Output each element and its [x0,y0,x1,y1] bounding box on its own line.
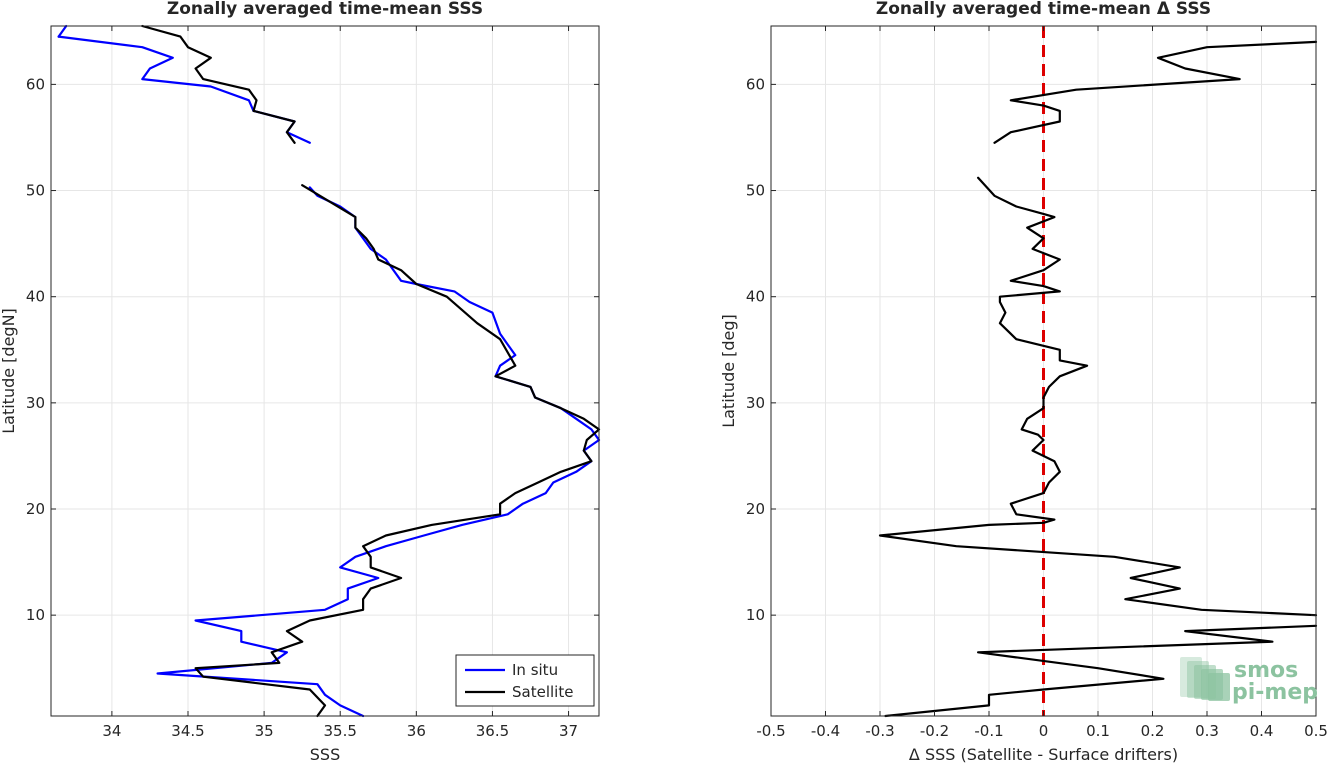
x-tick-label: 0.5 [1304,722,1328,740]
y-tick-label: 10 [746,606,765,624]
x-tick-label: 34.5 [171,722,204,740]
series-line-satellite [141,24,296,144]
x-tick-label: 36.5 [476,722,509,740]
legend-label: In situ [512,661,558,679]
right-panel-delta-sss: -0.5 -0.4 -0.3 -0.2 -0.1 0 0.1 0.2 0.3 0.4 0.5 10 20… [719,0,1328,764]
y-axis-label: Latitude [deg] [719,314,738,428]
logo-text-pi-mep: pi-mep [1232,680,1318,705]
x-axis-label: Δ SSS (Satellite - Surface drifters) [909,745,1178,764]
x-tick-label: -0.1 [974,722,1003,740]
y-axis-label: Latitude [degN] [0,308,18,434]
x-tick-label: -0.3 [865,722,894,740]
chart-title: Zonally averaged time-mean Δ SSS [876,0,1211,19]
y-tick-label: 30 [26,394,45,412]
series-line-in-situ [57,24,68,38]
legend: In situ Satellite [455,654,595,707]
x-tick-label: 35 [255,722,274,740]
y-tick-label: 40 [746,288,765,306]
x-tick-label: 36 [407,722,426,740]
series-line-delta-sss [884,624,1318,718]
x-tick-label: 0.2 [1141,722,1165,740]
logo-text-smos: smos [1234,658,1298,683]
logo-wave-block [1208,673,1230,701]
y-tick-label: 30 [746,394,765,412]
x-tick-label: 34 [102,722,121,740]
y-tick-label: 50 [746,182,765,200]
y-tick-label: 60 [746,75,765,93]
y-tick-label: 40 [26,288,45,306]
y-tick-label: 60 [26,75,45,93]
series-line-delta-sss [993,40,1318,144]
x-tick-label: -0.5 [756,722,785,740]
x-tick-label: 0.1 [1086,722,1110,740]
x-axis-label: SSS [310,745,340,764]
x-tick-label: 0 [1039,722,1049,740]
y-tick-label: 50 [26,182,45,200]
y-tick-label: 20 [26,500,45,518]
x-tick-label: 37 [559,722,578,740]
y-tick-label: 10 [26,606,45,624]
legend-box [455,654,595,707]
y-tick-label: 20 [746,500,765,518]
plot-area [51,26,599,716]
x-tick-label: 0.3 [1195,722,1219,740]
series-line-satellite [194,184,601,718]
x-tick-label: 35.5 [324,722,357,740]
x-tick-label: 0.4 [1250,722,1274,740]
series-line-delta-sss [878,176,1318,617]
axes-frame [50,25,600,717]
x-tick-label: -0.2 [920,722,949,740]
x-tick-label: -0.4 [811,722,840,740]
left-panel-sss: 34 34.5 35 35.5 36 36.5 37 10 20 30 40 50 60 Zonally … [0,0,601,764]
legend-label: Satellite [512,683,573,701]
chart-title: Zonally averaged time-mean SSS [167,0,483,19]
